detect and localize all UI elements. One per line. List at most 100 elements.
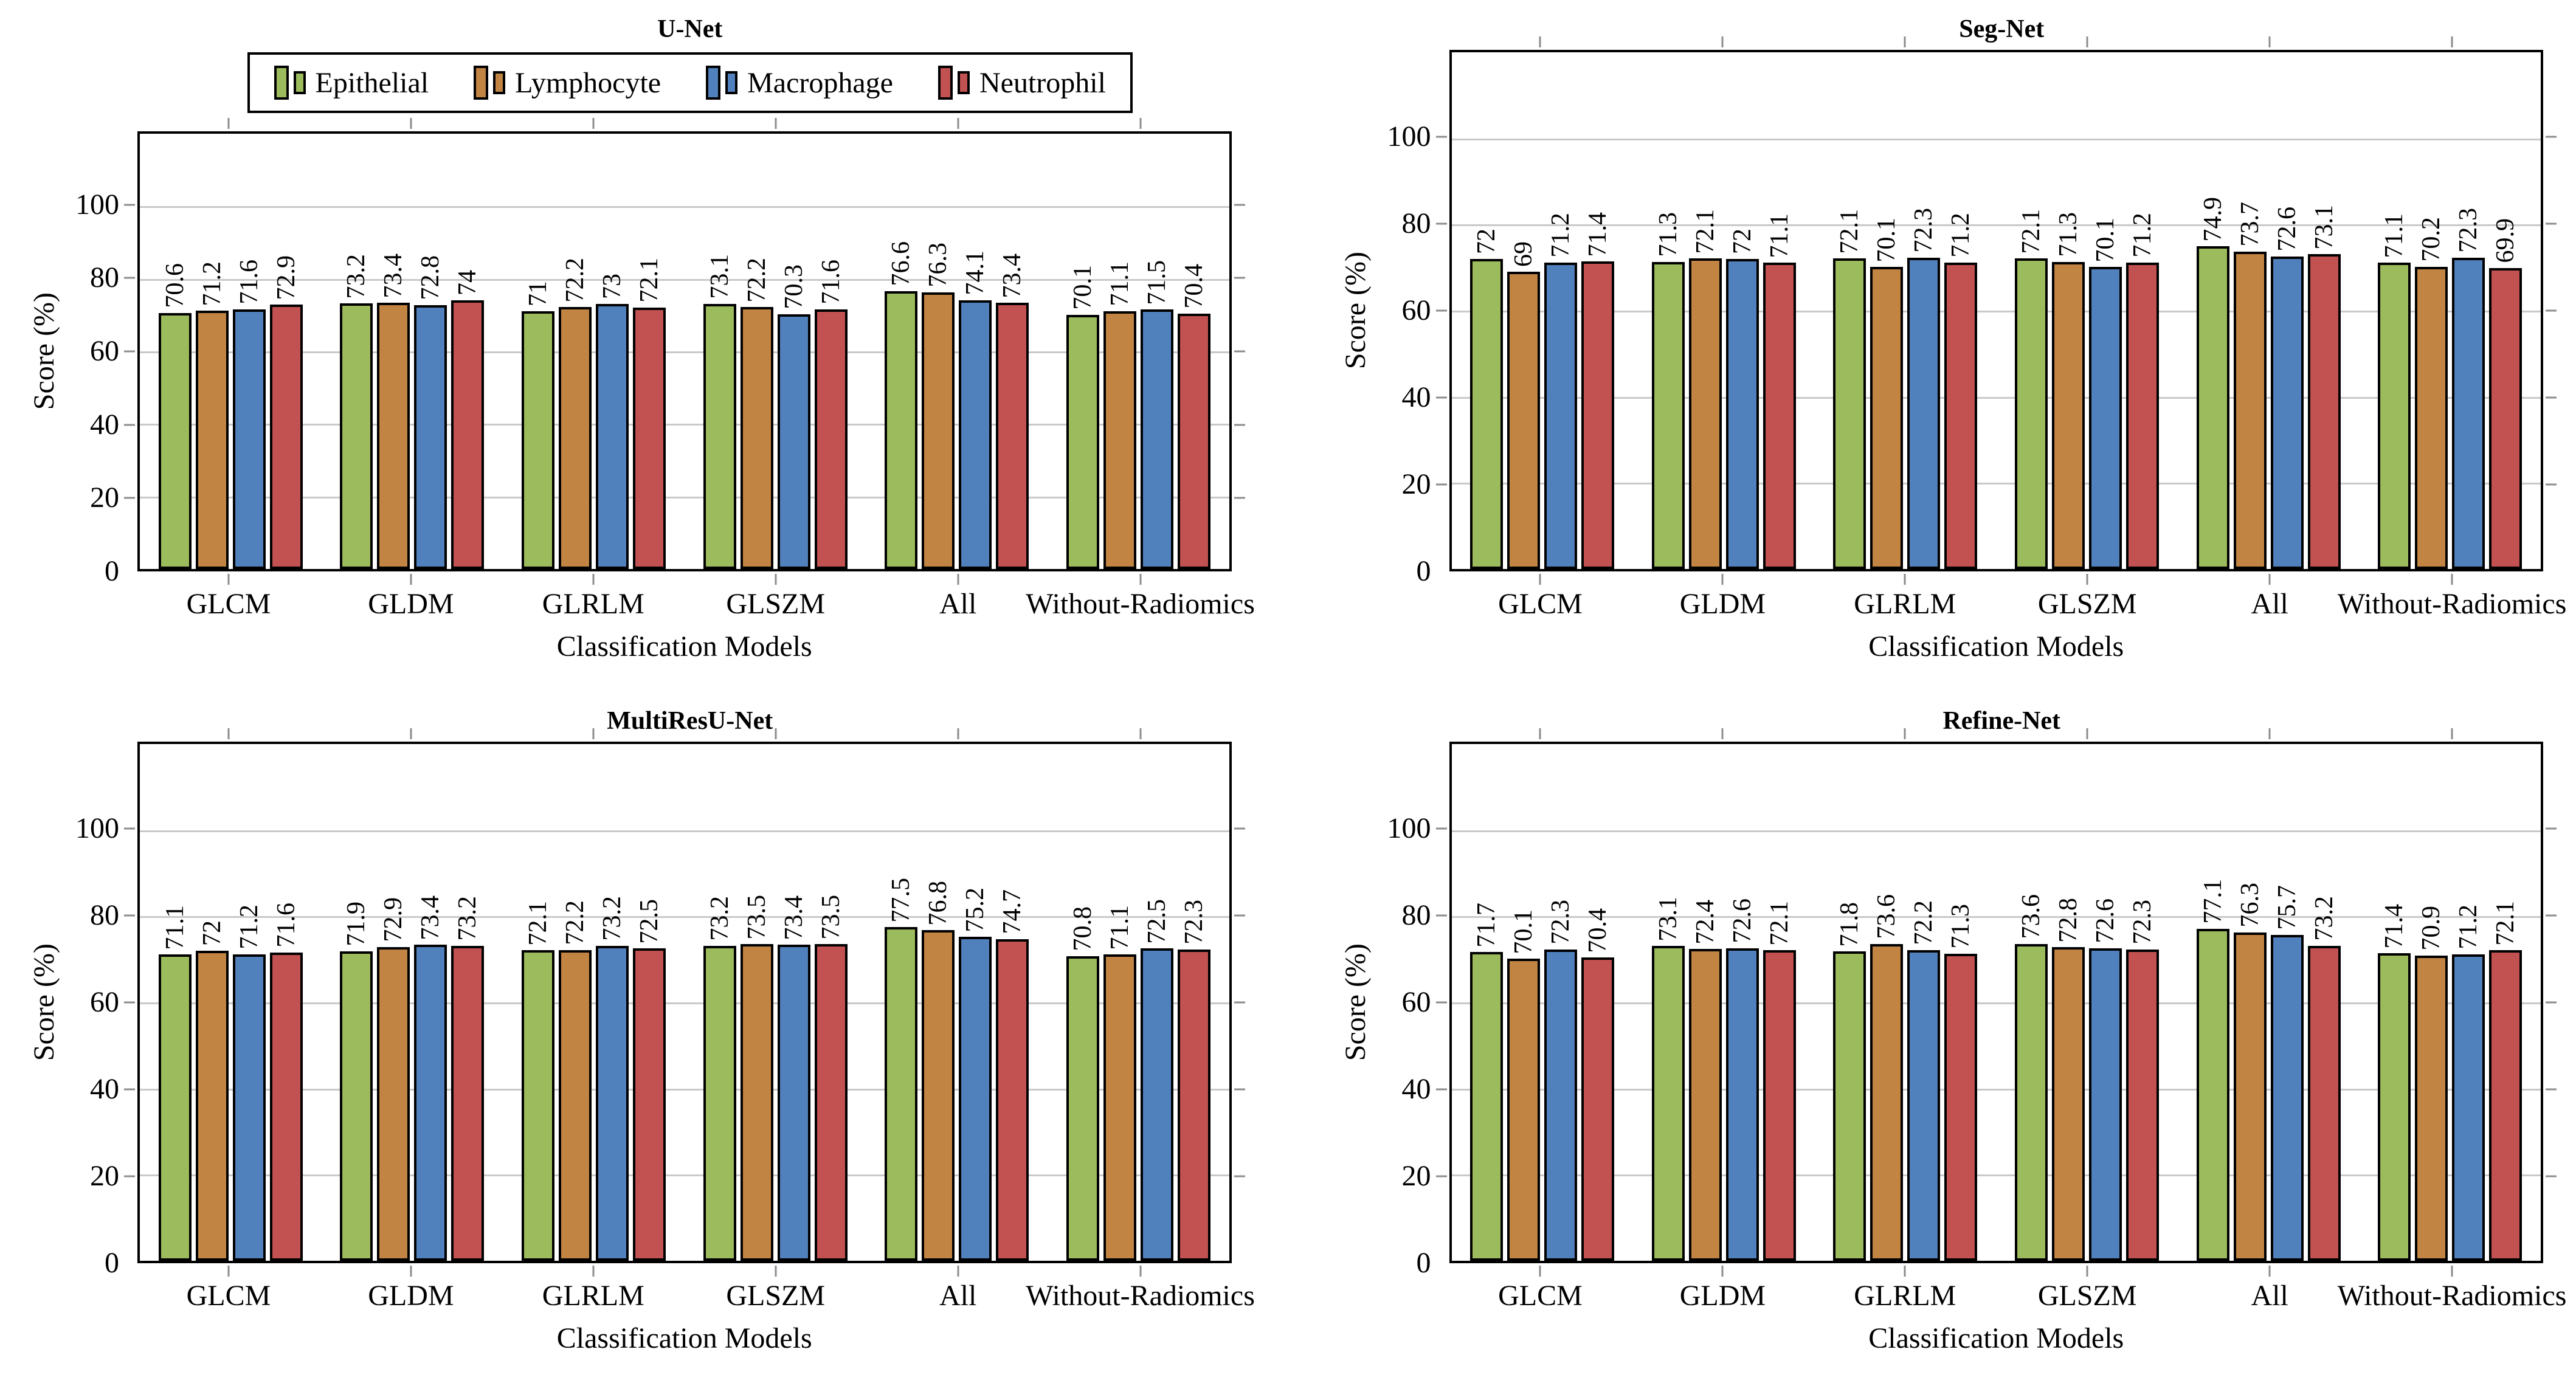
bar-value-text: 71.6 — [235, 260, 263, 305]
bar-value-label: 70.1 — [1069, 265, 1097, 310]
bar-without-radiomics-epithelial: 71.4 — [2378, 904, 2411, 1261]
bar-value-text: 73.1 — [2310, 204, 2338, 250]
legend-label: Neutrophil — [979, 66, 1106, 99]
y-axis-label: Score (%) — [27, 943, 60, 1061]
y-tick-label: 0 — [1416, 555, 1431, 587]
bar-value-label: 73.2 — [454, 896, 482, 941]
bar-glcm-macrophage: 71.6 — [232, 260, 266, 569]
bar-value-label: 72.3 — [1180, 900, 1208, 945]
y-tick-mark — [1234, 424, 1245, 426]
x-tick-mark — [957, 1266, 959, 1277]
y-tick-mark — [1435, 1001, 1447, 1004]
bar-value-label: 70.9 — [2417, 906, 2445, 951]
x-tick-mark — [592, 728, 595, 739]
plot-wrap: Score (%) 70.6 71.2 71.6 72.9 73.2 73.4 72.8 74 7… — [22, 118, 1255, 661]
bar-value-text: 73.2 — [454, 896, 482, 941]
bar-value-text: 73 — [598, 274, 626, 300]
bar-glszm-macrophage: 73.4 — [777, 895, 810, 1261]
panel-title: MultiResU-Net — [607, 707, 773, 735]
bar-value-label: 71.3 — [1947, 904, 1975, 949]
bar-glcm-macrophage: 71.2 — [1544, 213, 1578, 569]
plot-wrap: Score (%) 72 69 71.2 71.4 71.3 72.1 72 71.1 72.1 7… — [1334, 36, 2566, 661]
bar-gldm-macrophage: 72.6 — [1725, 898, 1759, 1261]
x-tick-mark — [775, 1266, 777, 1277]
bar-value-label: 72.1 — [1691, 209, 1719, 254]
y-tick-mark — [2546, 136, 2557, 138]
x-tick-mark — [227, 1266, 230, 1277]
bar-value-text: 69 — [1510, 241, 1538, 267]
bar-value-text: 72.1 — [1765, 900, 1794, 946]
bar-value-text: 70.8 — [1068, 906, 1097, 951]
bar-value-label: 74.7 — [998, 889, 1027, 934]
gridline-y-60 — [140, 1002, 1229, 1004]
x-tick-mark — [227, 118, 230, 129]
bar-glcm-macrophage: 71.2 — [232, 905, 266, 1261]
x-tick-mark — [2268, 36, 2271, 47]
bar-value-label: 71.7 — [1473, 903, 1500, 948]
gridline-y-20 — [140, 1174, 1229, 1177]
bar-value-label: 73.4 — [998, 253, 1026, 298]
x-tick-mark — [1539, 1266, 1541, 1277]
x-tick-label-glcm: GLCM — [186, 1280, 271, 1312]
bar-value-label: 71.5 — [1143, 260, 1171, 305]
bar-value-text: 71.6 — [817, 260, 845, 305]
bar-without-radiomics-lymphocyte: 70.2 — [2415, 217, 2448, 569]
x-tick-mark — [1139, 574, 1142, 585]
gridline-y-80 — [1451, 224, 2541, 227]
x-tick-mark — [410, 118, 412, 129]
x-tick-mark — [957, 574, 959, 585]
panel-u-net: U-Net Epithelial Lymphocyte Macrophage Neutr… — [22, 15, 1255, 676]
bar-value-label: 71.2 — [2454, 905, 2482, 950]
y-tick-mark — [1234, 497, 1245, 499]
bar-value-text: 72.3 — [2454, 208, 2483, 253]
bar-group-gldm: 71.9 72.9 73.4 73.2 — [322, 744, 503, 1261]
x-tick-label-gldm: GLDM — [1679, 1280, 1766, 1312]
bar-value-label: 73.2 — [342, 254, 370, 299]
bar-value-label: 71.1 — [2380, 213, 2408, 258]
x-tick-mark — [227, 728, 230, 739]
bar-value-label: 73.5 — [743, 895, 771, 940]
bar-value-text: 70.2 — [2417, 217, 2446, 262]
bar-value-text: 70.1 — [1510, 909, 1538, 954]
bar-all-macrophage: 75.2 — [959, 888, 992, 1261]
y-tick-mark — [2546, 914, 2557, 917]
bar-value-label: 72.1 — [1765, 900, 1794, 946]
bar-value-text: 74 — [454, 270, 482, 296]
y-tick-label: 80 — [1401, 207, 1431, 240]
bar-value-label: 71.4 — [1584, 212, 1612, 257]
bar-value-text: 73.1 — [705, 254, 734, 299]
bar-value-text: 71.1 — [1765, 213, 1794, 258]
x-tick-mark — [2268, 728, 2271, 739]
y-tick-mark — [2546, 1175, 2557, 1177]
bar-glcm-neutrophil: 71.4 — [1581, 212, 1615, 569]
panel-title: U-Net — [657, 15, 723, 43]
bar-value-label: 73.1 — [1654, 897, 1682, 942]
legend-swatch-short — [293, 71, 306, 94]
bar-value-label: 71.3 — [2054, 212, 2082, 257]
bar-value-text: 71.2 — [235, 905, 263, 950]
bar-group-glrlm: 71 72.2 73 72.1 — [503, 134, 685, 569]
bar-value-text: 74.7 — [998, 889, 1027, 934]
bar-value-text: 73.7 — [2236, 202, 2264, 247]
y-tick-mark — [2546, 222, 2557, 225]
x-tick-label-gldm: GLDM — [368, 588, 454, 620]
bar-value-text: 71.8 — [1835, 902, 1864, 947]
bar-all-neutrophil: 74.7 — [996, 889, 1029, 1261]
y-tick-label: 100 — [75, 188, 119, 221]
bar-value-text: 76.8 — [924, 880, 953, 926]
axis-zone: 70.6 71.2 71.6 72.9 73.2 73.4 72.8 74 71 72.2 73 72… — [75, 118, 1255, 661]
bar-value-label: 74 — [454, 270, 482, 296]
bar-value-label: 71.2 — [1547, 213, 1575, 258]
bar-value-text: 71.1 — [1105, 905, 1134, 950]
bar-group-glszm: 73.2 73.5 73.4 73.5 — [685, 744, 866, 1261]
bar-value-text: 72 — [198, 920, 226, 946]
y-tick-mark — [1234, 1088, 1245, 1091]
plot-area: 72 69 71.2 71.4 71.3 72.1 72 71.1 72.1 70.1 72.3 71… — [1449, 50, 2543, 571]
y-tick-label: 100 — [1387, 812, 1431, 844]
bar-value-label: 73 — [598, 274, 626, 300]
y-tick-label: 100 — [1387, 120, 1431, 153]
y-axis-label: Score (%) — [1339, 252, 1372, 370]
bar-value-text: 72.2 — [1910, 900, 1938, 945]
y-tick-label: 20 — [90, 481, 119, 514]
bar-value-label: 72.2 — [743, 258, 771, 303]
